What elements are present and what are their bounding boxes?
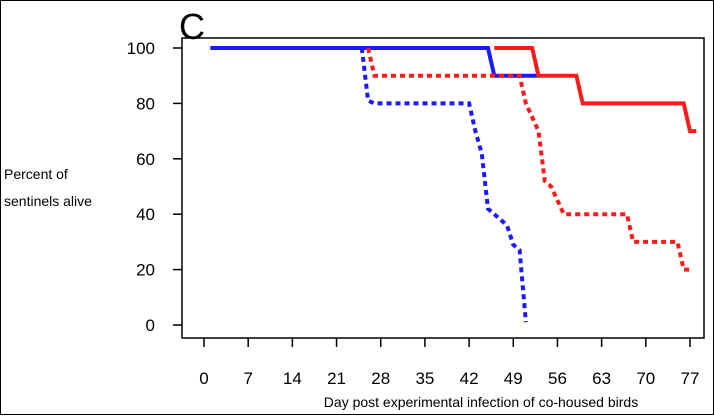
y-tick-label-20: 20 bbox=[136, 261, 155, 280]
y-axis-label: Percent of sentinels alive bbox=[4, 166, 92, 209]
y-axis-label-line-1: Percent of bbox=[4, 166, 68, 182]
y-tick-label-60: 60 bbox=[136, 150, 155, 169]
x-tick-label-70: 70 bbox=[636, 369, 655, 388]
plot-frame bbox=[181, 37, 705, 339]
x-tick-label-28: 28 bbox=[371, 369, 390, 388]
x-tick-label-49: 49 bbox=[504, 369, 523, 388]
x-tick-label-56: 56 bbox=[548, 369, 567, 388]
axes: 0 7 14 21 28 35 42 49 56 63 70 77 0 20 40 60 80 100 bbox=[127, 39, 700, 388]
x-axis-title: Day post experimental infection of co-ho… bbox=[324, 394, 638, 410]
y-tick-label-40: 40 bbox=[136, 205, 155, 224]
x-tick-label-63: 63 bbox=[592, 369, 611, 388]
x-tick-label-14: 14 bbox=[283, 369, 302, 388]
series-line-red-solid bbox=[494, 46, 697, 134]
x-tick-label-77: 77 bbox=[681, 369, 700, 388]
y-tick-label-0: 0 bbox=[146, 316, 155, 335]
x-tick-label-42: 42 bbox=[460, 369, 479, 388]
y-tick-label-100: 100 bbox=[127, 39, 155, 58]
panel-letter: C bbox=[179, 6, 205, 47]
y-tick-label-80: 80 bbox=[136, 94, 155, 113]
y-axis-label-line-2: sentinels alive bbox=[4, 193, 92, 209]
x-tick-label-35: 35 bbox=[415, 369, 434, 388]
x-tick-label-21: 21 bbox=[327, 369, 346, 388]
series bbox=[210, 46, 697, 323]
series-line-blue-solid bbox=[210, 46, 539, 78]
x-tick-label-7: 7 bbox=[243, 369, 252, 388]
series-line-blue-dotted bbox=[359, 47, 528, 323]
x-tick-label-0: 0 bbox=[199, 369, 208, 388]
series-line-red-dotted bbox=[366, 47, 690, 272]
